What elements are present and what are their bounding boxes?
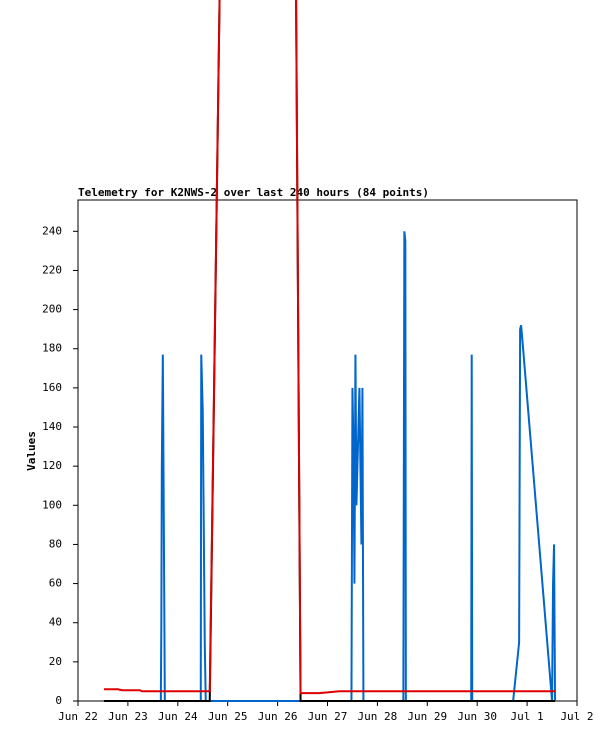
y-tick-label: 220 <box>42 263 62 276</box>
x-tick-label: Jul 2 <box>560 710 593 723</box>
x-tick-label: Jul 1 <box>511 710 544 723</box>
y-axis-label: Values <box>25 431 38 471</box>
y-tick-label: 200 <box>42 303 62 316</box>
chart-title: Telemetry for K2NWS-2 over last 240 hour… <box>78 186 429 199</box>
x-tick-label: Jun 22 <box>58 710 98 723</box>
y-tick-label: 120 <box>42 459 62 472</box>
y-tick-label: 40 <box>49 616 62 629</box>
x-tick-label: Jun 29 <box>407 710 447 723</box>
x-tick-label: Jun 23 <box>108 710 148 723</box>
y-tick-label: 240 <box>42 224 62 237</box>
x-tick-label: Jun 25 <box>208 710 248 723</box>
x-tick-label: Jun 28 <box>358 710 398 723</box>
x-tick-label: Jun 27 <box>308 710 348 723</box>
y-tick-label: 100 <box>42 498 62 511</box>
x-tick-label: Jun 30 <box>457 710 497 723</box>
y-tick-label: 180 <box>42 342 62 355</box>
series-line <box>103 0 556 695</box>
series-line <box>103 231 557 702</box>
plot-frame <box>77 199 578 702</box>
series-line <box>103 0 556 702</box>
x-tick-label: Jun 24 <box>158 710 198 723</box>
y-tick-label: 20 <box>49 655 62 668</box>
y-tick-label: 140 <box>42 420 62 433</box>
y-tick-label: 160 <box>42 381 62 394</box>
y-tick-label: 80 <box>49 537 62 550</box>
x-tick-label: Jun 26 <box>258 710 298 723</box>
y-tick-label: 60 <box>49 577 62 590</box>
y-tick-label: 0 <box>55 694 62 707</box>
